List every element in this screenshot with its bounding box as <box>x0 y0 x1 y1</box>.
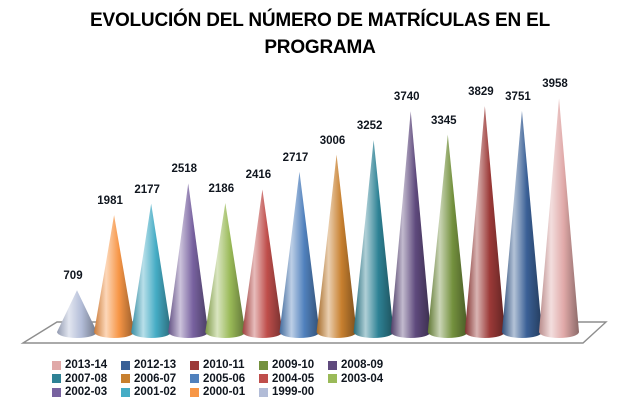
cone-2012-13 <box>502 110 542 338</box>
legend-label-2013-14: 2013-14 <box>65 359 108 371</box>
cone-2001-02 <box>131 203 172 338</box>
legend-label-2009-10: 2009-10 <box>272 359 315 371</box>
legend-item-2000-01: 2000-01 <box>190 386 245 398</box>
legend-label-2001-02: 2001-02 <box>134 386 177 398</box>
legend-label-2000-01: 2000-01 <box>203 386 246 398</box>
legend-swatch-2002-03 <box>52 387 61 397</box>
legend-item-2005-06: 2005-06 <box>190 373 245 385</box>
legend-label-1999-00: 1999-00 <box>272 386 315 398</box>
legend-item-2001-02: 2001-02 <box>121 386 176 398</box>
legend-label-2007-08: 2007-08 <box>65 372 108 385</box>
cone-2008-09 <box>390 111 431 338</box>
value-label-2004-05: 2416 <box>245 169 272 182</box>
value-label-2005-06: 2717 <box>282 151 309 164</box>
cone-2009-10 <box>427 134 468 338</box>
legend-item-2009-10: 2009-10 <box>259 359 314 371</box>
value-label-2006-07: 3006 <box>319 134 346 147</box>
cone-2005-06 <box>279 171 320 338</box>
cone-1999-00 <box>57 290 97 338</box>
cone-2013-14 <box>539 98 579 338</box>
value-label-2001-02: 2177 <box>134 183 160 196</box>
legend-swatch-2006-07 <box>121 374 130 383</box>
legend-label-2002-03: 2002-03 <box>65 386 108 398</box>
legend-item-2004-05: 2004-05 <box>259 373 314 385</box>
legend-swatch-2000-01 <box>190 387 199 397</box>
legend-item-2008-09: 2008-09 <box>328 359 383 371</box>
legend-item-2006-07: 2006-07 <box>121 373 176 385</box>
cone-2003-04 <box>205 203 246 338</box>
cone-2002-03 <box>168 183 209 338</box>
value-label-2012-13: 3751 <box>505 90 531 103</box>
value-label-2000-01: 1981 <box>97 195 123 208</box>
cone-2010-11 <box>464 106 505 338</box>
cone-2000-01 <box>94 215 135 338</box>
legend-item-2007-08: 2007-08 <box>52 373 107 385</box>
value-label-2002-03: 2518 <box>171 163 198 176</box>
legend-label-2008-09: 2008-09 <box>341 359 384 371</box>
value-label-2010-11: 3829 <box>468 86 494 99</box>
legend-item-2013-14: 2013-14 <box>52 359 107 371</box>
legend-item-2010-11: 2010-11 <box>190 359 245 371</box>
value-label-1999-00: 709 <box>63 270 83 283</box>
legend-swatch-2004-05 <box>259 374 268 383</box>
legend-swatch-2003-04 <box>328 374 337 383</box>
legend-label-2012-13: 2012-13 <box>134 359 177 371</box>
chart-title-line1: EVOLUCIÓN DEL NÚMERO DE MATRÍCULAS EN EL <box>90 10 550 31</box>
legend-swatch-2010-11 <box>190 360 199 370</box>
chart-title-line2: PROGRAMA <box>264 37 376 58</box>
legend-swatch-2012-13 <box>121 360 130 370</box>
legend-item-2012-13: 2012-13 <box>121 359 176 371</box>
legend-swatch-2001-02 <box>121 387 130 397</box>
cone-2006-07 <box>316 154 357 338</box>
value-label-2008-09: 3740 <box>393 91 420 104</box>
value-label-2013-14: 3958 <box>542 78 568 91</box>
cone-2007-08 <box>353 140 394 338</box>
value-label-2009-10: 3345 <box>431 114 457 127</box>
cone-plot-area <box>20 98 608 344</box>
legend-label-2004-05: 2004-05 <box>272 372 315 385</box>
legend-label-2005-06: 2005-06 <box>203 372 246 385</box>
legend-label-2003-04: 2003-04 <box>341 372 384 385</box>
legend-item-1999-00: 1999-00 <box>259 386 314 398</box>
legend-label-2006-07: 2006-07 <box>134 372 177 385</box>
legend-swatch-2007-08 <box>52 374 61 383</box>
value-label-2007-08: 3252 <box>356 120 383 133</box>
value-label-2003-04: 2186 <box>208 183 235 196</box>
legend-item-2002-03: 2002-03 <box>52 386 107 398</box>
legend-item-2003-04: 2003-04 <box>328 373 383 385</box>
legend-swatch-2005-06 <box>190 374 199 383</box>
legend-swatch-2008-09 <box>328 360 337 370</box>
chart-title: EVOLUCIÓN DEL NÚMERO DE MATRÍCULAS EN EL… <box>0 7 640 61</box>
legend-swatch-1999-00 <box>259 387 268 397</box>
legend-swatch-2013-14 <box>52 360 61 370</box>
legend-swatch-2009-10 <box>259 360 268 370</box>
cone-2004-05 <box>242 189 283 338</box>
legend-label-2010-11: 2010-11 <box>203 359 245 371</box>
